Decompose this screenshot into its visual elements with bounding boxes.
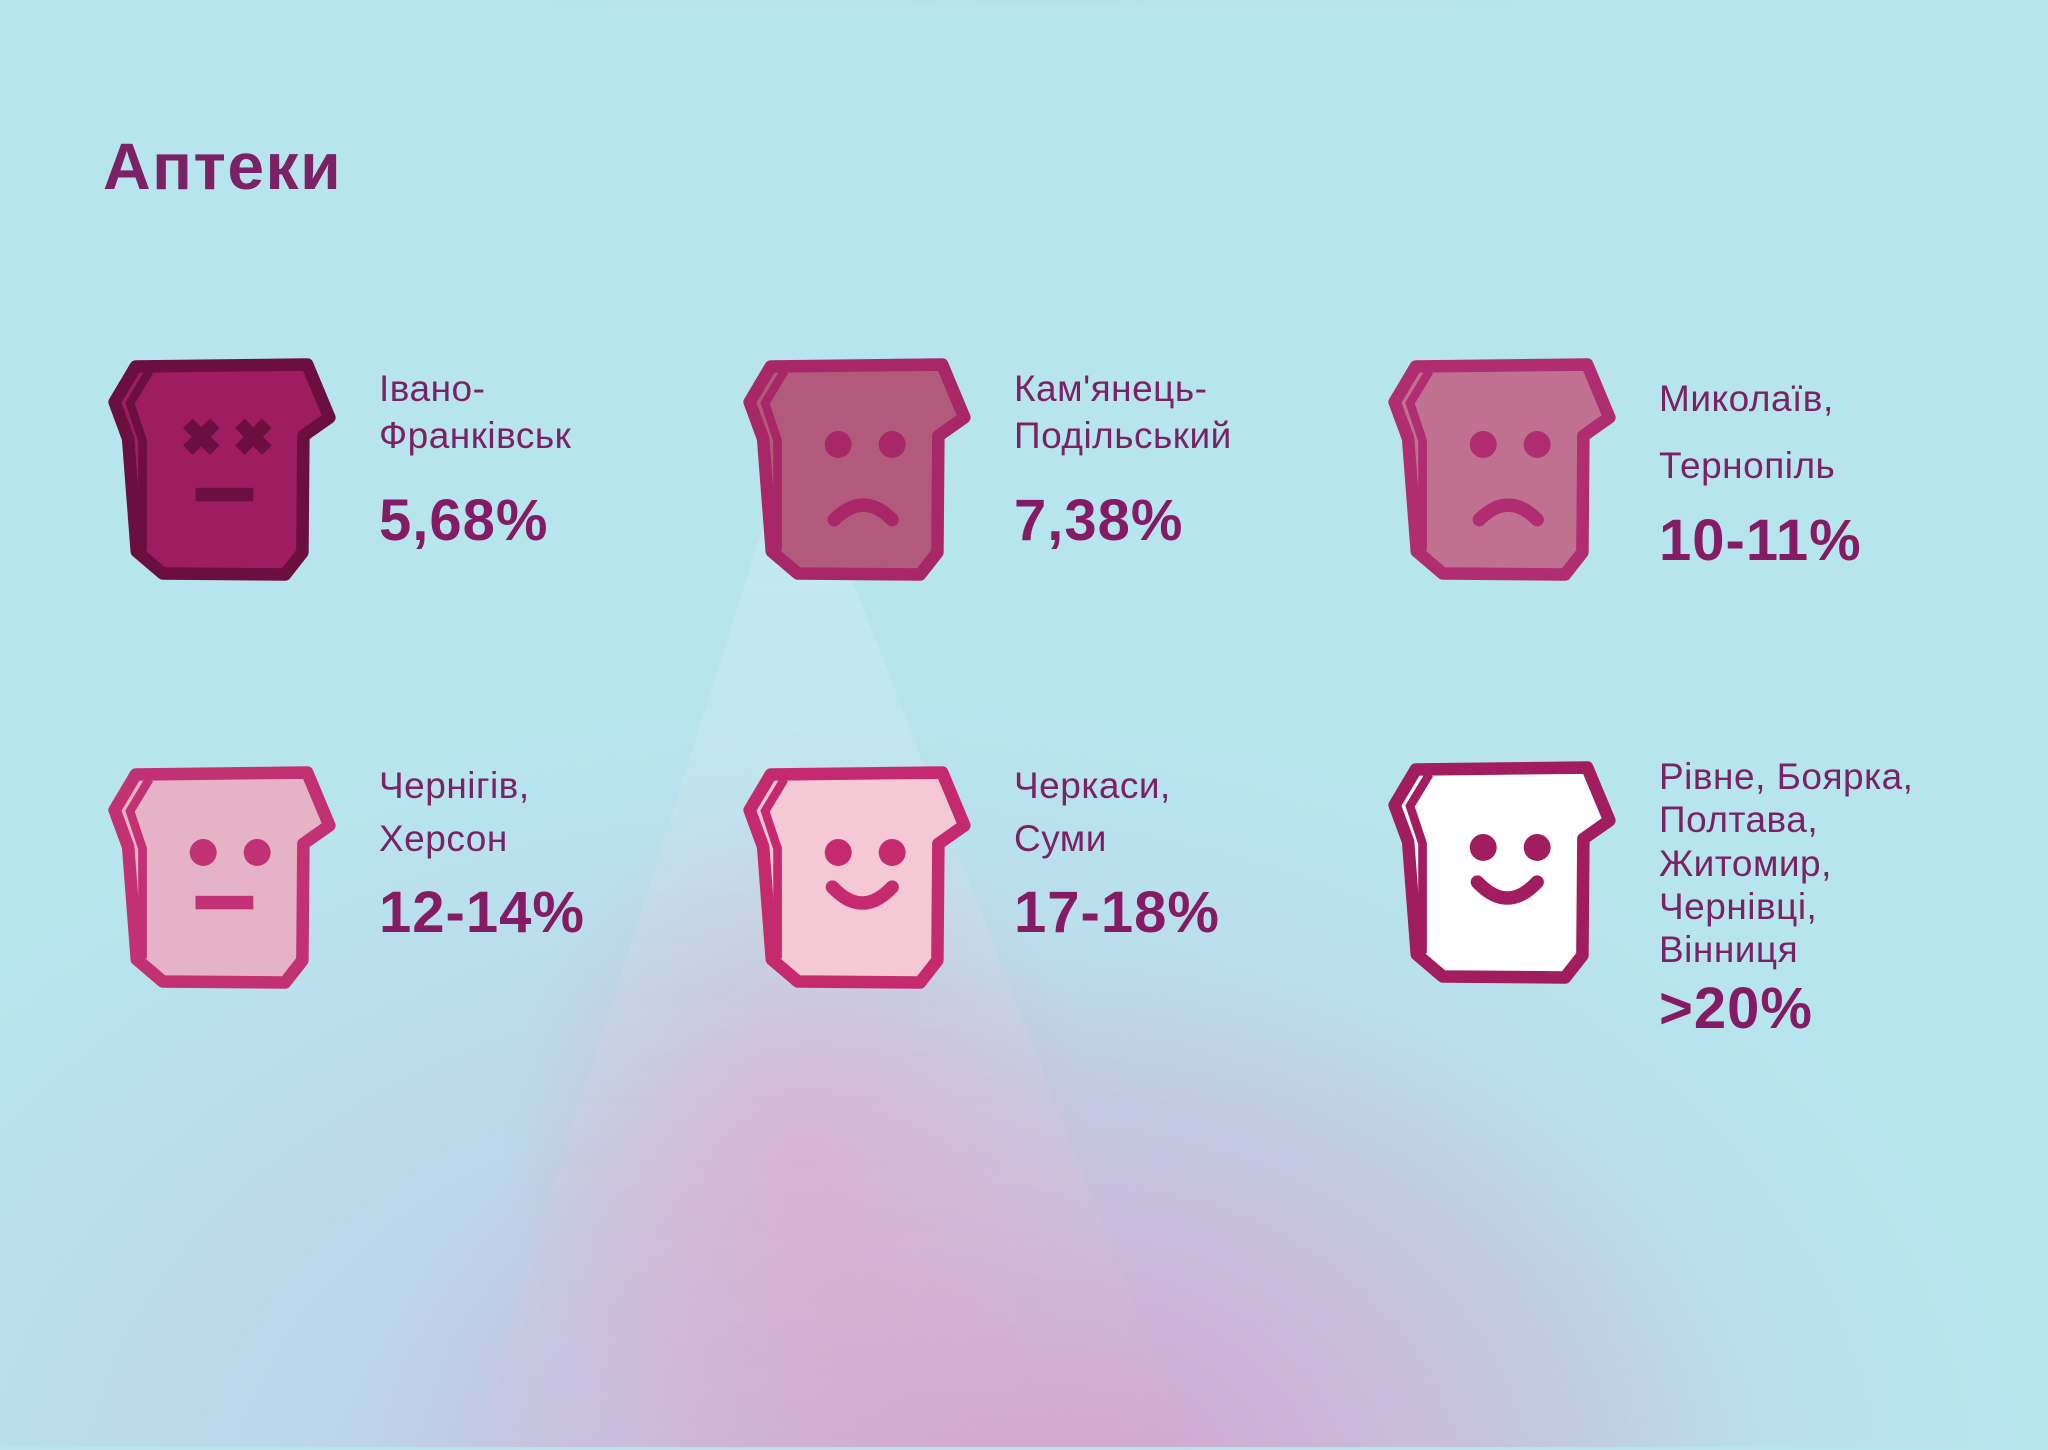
percentage-value: 10-11% (1659, 508, 1862, 574)
city-names: Миколаїв, Тернопіль (1659, 378, 1836, 486)
dot-eyes-frown-mouth (1469, 431, 1551, 527)
stat-text-block: Чернігів, Херсон 12-14% (379, 760, 585, 946)
bread-slice-silhouette (1388, 358, 1616, 581)
percentage-value: 7,38% (1014, 488, 1184, 554)
pharmacy-stat-item: Черкаси, Суми 17-18% (740, 760, 1220, 996)
sad-face-icon (743, 358, 971, 581)
dot-eyes-smile-mouth (824, 839, 906, 910)
stat-text-block: Черкаси, Суми 17-18% (1014, 760, 1220, 946)
city-names: Чернігів, Херсон (379, 765, 530, 859)
city-names: Івано- Франківськ (379, 368, 572, 456)
percentage-value: 17-18% (1014, 880, 1220, 946)
bread-slice-silhouette (108, 766, 336, 989)
bread-slice-silhouette (743, 358, 971, 581)
bread-slice-silhouette (743, 766, 971, 989)
crust-fold-line (760, 369, 789, 551)
sad-face-icon (1388, 358, 1616, 581)
dead-face-icon (108, 358, 336, 581)
pharmacy-stat-item: Івано- Франківськ 5,68% (105, 352, 571, 588)
percentage-value: 12-14% (379, 880, 585, 946)
pharmacy-stat-item: Чернігів, Херсон 12-14% (105, 760, 585, 996)
crust-fold-line (1405, 772, 1434, 954)
pharmacy-stat-item: Кам'янець- Подільський 7,38% (740, 352, 1232, 588)
city-names: Рівне, Боярка, Полтава, Житомир, Чернівці, В… (1659, 756, 1914, 971)
crust-fold-line (125, 777, 154, 959)
dot-eyes-smile-mouth (1469, 834, 1551, 905)
neutral-face-icon (108, 766, 336, 989)
crust-fold-line (125, 369, 154, 551)
pharmacy-stat-item: Миколаїв, Тернопіль 10-11% (1385, 352, 1862, 588)
dot-eyes-neutral-mouth (189, 839, 271, 910)
page-title: Аптеки (103, 129, 343, 204)
bread-slice-silhouette (1388, 761, 1616, 984)
happy-face-icon (1388, 761, 1616, 984)
crust-fold-line (760, 777, 789, 959)
stat-text-block: Рівне, Боярка, Полтава, Житомир, Чернівці, В… (1659, 755, 1913, 1042)
happy-face-icon (743, 766, 971, 989)
dot-eyes-frown-mouth (824, 431, 906, 527)
bread-slice-silhouette (108, 358, 336, 581)
city-names: Кам'янець- Подільський (1014, 368, 1232, 456)
percentage-value: 5,68% (379, 488, 549, 554)
stat-text-block: Кам'янець- Подільський 7,38% (1014, 352, 1232, 554)
stat-text-block: Миколаїв, Тернопіль 10-11% (1659, 352, 1862, 574)
percentage-value: >20% (1659, 976, 1813, 1042)
city-names: Черкаси, Суми (1014, 765, 1171, 859)
crust-fold-line (1405, 369, 1434, 551)
stat-text-block: Івано- Франківськ 5,68% (379, 352, 571, 554)
pharmacy-stat-item: Рівне, Боярка, Полтава, Житомир, Чернівці, В… (1385, 755, 1913, 1042)
x-eyes-neutral-mouth (183, 418, 272, 502)
